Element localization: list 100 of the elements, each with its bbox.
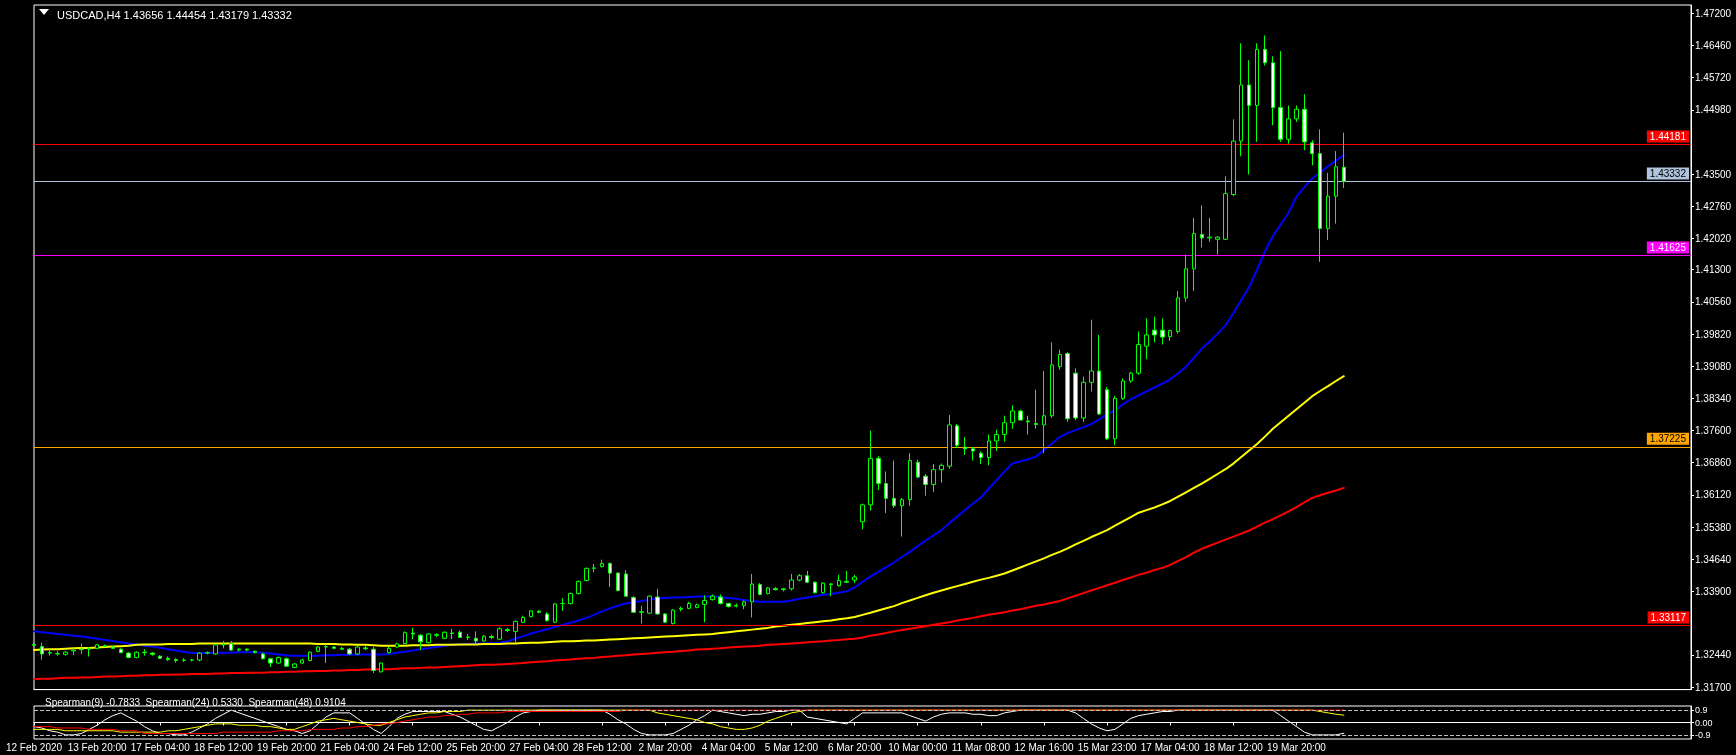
candlestick — [726, 602, 731, 608]
candlestick — [268, 657, 273, 668]
candlestick — [1326, 172, 1330, 241]
x-tick-label: 15 Mar 23:00 — [1077, 741, 1137, 753]
candlestick — [1302, 93, 1307, 151]
candlestick — [1105, 386, 1109, 441]
candlestick — [458, 629, 462, 639]
candlestick — [308, 650, 312, 662]
candlestick — [411, 627, 415, 640]
candlestick — [1018, 409, 1023, 421]
candlestick — [166, 656, 170, 662]
candlestick — [332, 645, 336, 650]
candlestick — [284, 656, 289, 668]
candlestick — [592, 563, 596, 573]
candlestick — [55, 650, 60, 657]
x-tick-label: 4 Mar 04:00 — [701, 741, 756, 753]
candlestick — [379, 661, 383, 674]
x-tick-label: 11 Mar 08:00 — [951, 741, 1011, 753]
candlestick — [1152, 316, 1157, 343]
x-tick-label: 21 Feb 04:00 — [320, 741, 380, 753]
candlestick — [1286, 104, 1291, 145]
ref-line-label: 1.44181 — [1649, 130, 1687, 142]
candlestick — [1263, 34, 1267, 66]
candlestick — [821, 581, 825, 595]
candlestick — [182, 657, 186, 663]
x-tick-label: 12 Feb 2020 — [5, 741, 63, 753]
candlestick — [1010, 404, 1015, 430]
y-tick-label: 0.9 — [1695, 705, 1708, 716]
candlestick — [742, 600, 746, 610]
chart-title: Spearman(9) -0.7833 Spearman(24) 0.5330 Spearman(48) 0.9104 — [45, 696, 347, 708]
candlestick — [1215, 235, 1220, 255]
x-tick-label: 6 Mar 20:00 — [827, 741, 882, 753]
candlestick — [655, 588, 660, 616]
y-tick-label: 1.47200 — [1695, 7, 1732, 19]
y-tick-label: 1.44980 — [1695, 104, 1732, 116]
x-tick-label: 19 Mar 20:00 — [1267, 741, 1327, 753]
candlestick — [963, 436, 967, 456]
candlestick — [237, 647, 241, 652]
candlestick — [616, 571, 620, 592]
candlestick — [174, 657, 178, 664]
candlestick — [560, 597, 565, 612]
candlestick — [687, 601, 691, 610]
x-tick-label: 2 Mar 20:00 — [638, 741, 693, 753]
candlestick — [276, 656, 281, 665]
candlestick — [758, 582, 762, 596]
y-tick-label: 1.45720 — [1695, 72, 1732, 84]
candlestick — [1113, 395, 1117, 446]
candlestick — [631, 595, 636, 614]
candlestick — [1121, 377, 1125, 401]
candlestick — [576, 580, 581, 595]
line-series — [33, 153, 1345, 657]
candlestick — [971, 446, 975, 462]
candlestick — [702, 594, 707, 623]
candlestick — [1318, 128, 1322, 263]
candlestick — [371, 646, 376, 674]
y-tick-label: 1.46460 — [1695, 39, 1732, 51]
x-tick-label: 28 Feb 12:00 — [572, 741, 633, 753]
candlestick — [292, 662, 297, 669]
candlestick — [529, 609, 533, 618]
candlestick — [1184, 254, 1188, 303]
candlestick — [766, 586, 770, 595]
candlestick — [1271, 55, 1275, 126]
candlestick — [134, 650, 139, 659]
candlestick — [679, 606, 683, 612]
candlestick — [955, 423, 959, 449]
line-series — [33, 375, 1345, 652]
ref-line-label: 1.37225 — [1649, 433, 1687, 445]
candlestick — [142, 648, 147, 657]
candlestick — [40, 642, 44, 661]
y-tick-label: 1.31700 — [1695, 681, 1732, 693]
candlestick — [474, 630, 478, 645]
candlestick — [1065, 351, 1070, 423]
candlestick — [71, 646, 76, 656]
candlestick — [647, 594, 652, 615]
candlestick — [1247, 59, 1251, 176]
candlestick — [987, 433, 991, 466]
candlestick — [403, 630, 407, 645]
candlestick — [1144, 317, 1149, 360]
candlestick — [892, 460, 896, 509]
candlestick — [1026, 415, 1030, 435]
candlestick — [537, 609, 541, 614]
candlestick — [860, 503, 865, 530]
x-tick-label: 27 Feb 04:00 — [509, 741, 569, 753]
ref-line-label: 1.41625 — [1649, 242, 1687, 254]
candlestick — [126, 651, 131, 659]
candlestick — [553, 602, 557, 624]
y-tick-label: 1.36860 — [1695, 457, 1732, 469]
candlestick — [663, 612, 667, 624]
candlestick — [513, 620, 518, 644]
y-tick-label: 0.00 — [1695, 717, 1713, 728]
candlestick — [521, 615, 525, 624]
candlestick — [497, 626, 502, 641]
candlestick — [63, 650, 68, 657]
y-tick-label: 1.38340 — [1695, 392, 1732, 404]
candlestick — [205, 650, 210, 655]
candlestick — [442, 630, 447, 640]
y-tick-label: 1.39820 — [1695, 328, 1732, 340]
candlestick — [158, 654, 162, 660]
candlestick — [1097, 334, 1101, 416]
x-tick-label: 13 Feb 20:00 — [67, 741, 128, 753]
